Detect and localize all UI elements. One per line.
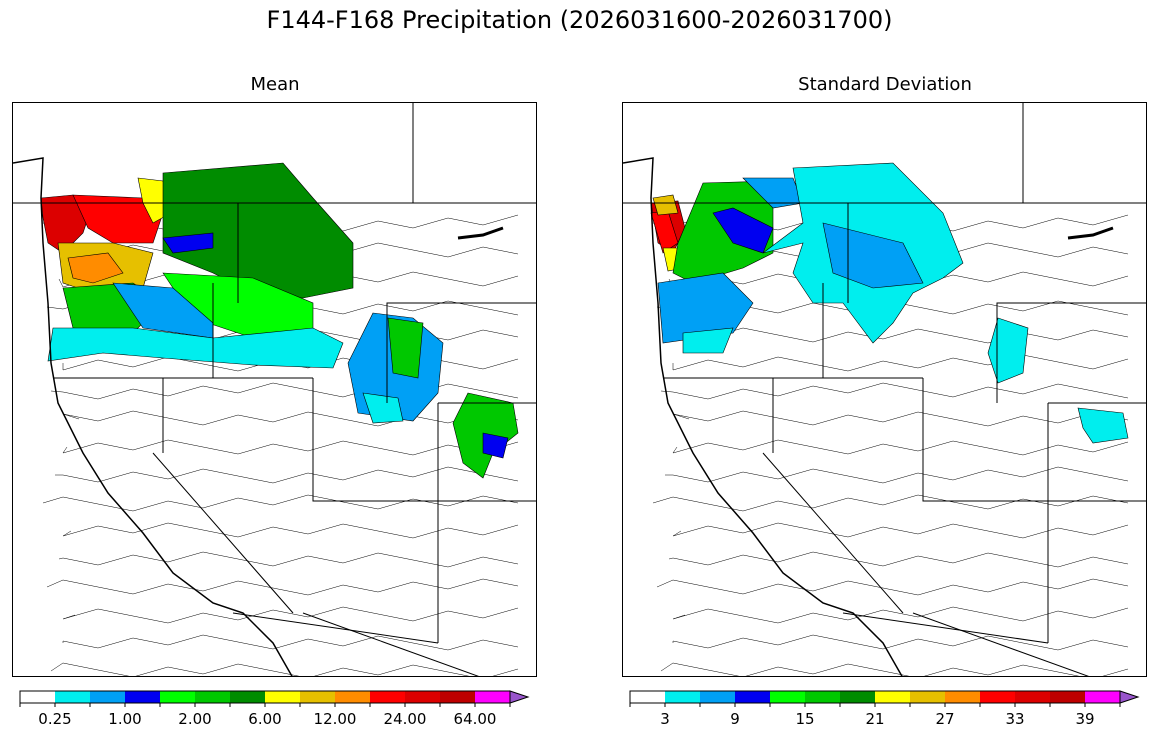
colorbar-label: 39 [1075, 710, 1095, 728]
colorbar-segment-6 [230, 691, 266, 703]
colorbar-segment-2 [700, 691, 736, 703]
region-9 [657, 272, 754, 344]
map-svg-stddev [623, 103, 1146, 676]
state-boundary [386, 302, 536, 403]
colorbar-segment-10 [370, 691, 406, 703]
region-10 [682, 327, 734, 354]
state-boundary [922, 378, 1146, 502]
state-boundary [1022, 103, 1146, 204]
colorbar-segment-7 [265, 691, 301, 703]
colorbar-segment-9 [945, 691, 981, 703]
colorbar-label: 6.00 [248, 710, 282, 728]
lake [1067, 226, 1114, 240]
region-2 [652, 194, 679, 216]
colorbar-svg-mean [19, 690, 530, 707]
colorbar-label: 33 [1005, 710, 1025, 728]
colorbar-segment-5 [195, 691, 231, 703]
colorbar-segment-2 [90, 691, 126, 703]
region-10 [47, 327, 344, 369]
colorbar-segment-11 [405, 691, 441, 703]
colorbar-segment-12 [440, 691, 476, 703]
colorbar-segment-5 [805, 691, 841, 703]
colorbar-label: 2.00 [178, 710, 212, 728]
region-5 [712, 207, 774, 254]
colorbar-segment-7 [875, 691, 911, 703]
state-boundary [912, 612, 1089, 676]
colorbar-segment-0 [630, 691, 666, 703]
region-13 [362, 392, 404, 424]
colorbar-stddev: 3 9 15 21 27 33 39 [622, 688, 1159, 738]
colorbar-label: 15 [795, 710, 815, 728]
figure-title: F144-F168 Precipitation (2026031600-2026… [266, 6, 893, 34]
region-3 [67, 252, 124, 284]
colorbar-label: 0.25 [38, 710, 72, 728]
colorbar-segment-3 [125, 691, 161, 703]
colorbar-label: 24.00 [383, 710, 427, 728]
colorbar-segment-6 [840, 691, 876, 703]
colorbar-label: 21 [865, 710, 885, 728]
colorbar-segment-1 [665, 691, 701, 703]
map-mean [12, 102, 537, 677]
colorbar-segment-9 [335, 691, 371, 703]
colorbar-label: 27 [935, 710, 955, 728]
colorbar-segment-4 [770, 691, 806, 703]
state-boundary [232, 612, 439, 644]
state-boundary [302, 612, 479, 676]
colorbar-extend-arrow [1119, 690, 1140, 704]
coastline [13, 157, 293, 676]
colorbar-label: 64.00 [453, 710, 497, 728]
colorbar-segment-0 [20, 691, 56, 703]
colorbar-label: 12.00 [313, 710, 357, 728]
colorbar-segment-8 [300, 691, 336, 703]
colorbar-segment-12 [1050, 691, 1086, 703]
lake [457, 226, 504, 240]
state-boundary [996, 302, 1146, 403]
colorbar-segment-4 [160, 691, 196, 703]
colorbar-segment-10 [980, 691, 1016, 703]
region-12 [387, 317, 424, 379]
colorbar-label: 1.00 [108, 710, 142, 728]
state-boundary [842, 612, 1049, 644]
colorbar-mean: 0.25 1.00 2.00 6.00 12.00 24.00 64.00 [12, 688, 552, 738]
state-boundary [152, 452, 294, 614]
state-boundary [312, 378, 536, 502]
colorbar-label: 3 [660, 710, 670, 728]
colorbar-segment-13 [475, 691, 511, 703]
map-svg-mean [13, 103, 536, 676]
colorbar-svg-stddev [629, 690, 1140, 707]
region-15 [482, 432, 509, 459]
colorbar-segment-1 [55, 691, 91, 703]
colorbar-segment-11 [1015, 691, 1051, 703]
colorbar-segment-8 [910, 691, 946, 703]
colorbar-label: 9 [730, 710, 740, 728]
map-stddev [622, 102, 1147, 677]
panel-title-mean: Mean [250, 74, 300, 95]
region-5 [162, 162, 354, 299]
region-11 [987, 317, 1029, 384]
region-8 [162, 232, 214, 254]
panel-title-stddev: Standard Deviation [798, 74, 972, 95]
colorbar-segment-3 [735, 691, 771, 703]
state-boundary [412, 103, 536, 204]
region-12 [1077, 407, 1129, 444]
colorbar-extend-arrow [509, 690, 530, 704]
colorbar-segment-13 [1085, 691, 1121, 703]
state-boundary [762, 452, 904, 614]
coastline [623, 157, 903, 676]
